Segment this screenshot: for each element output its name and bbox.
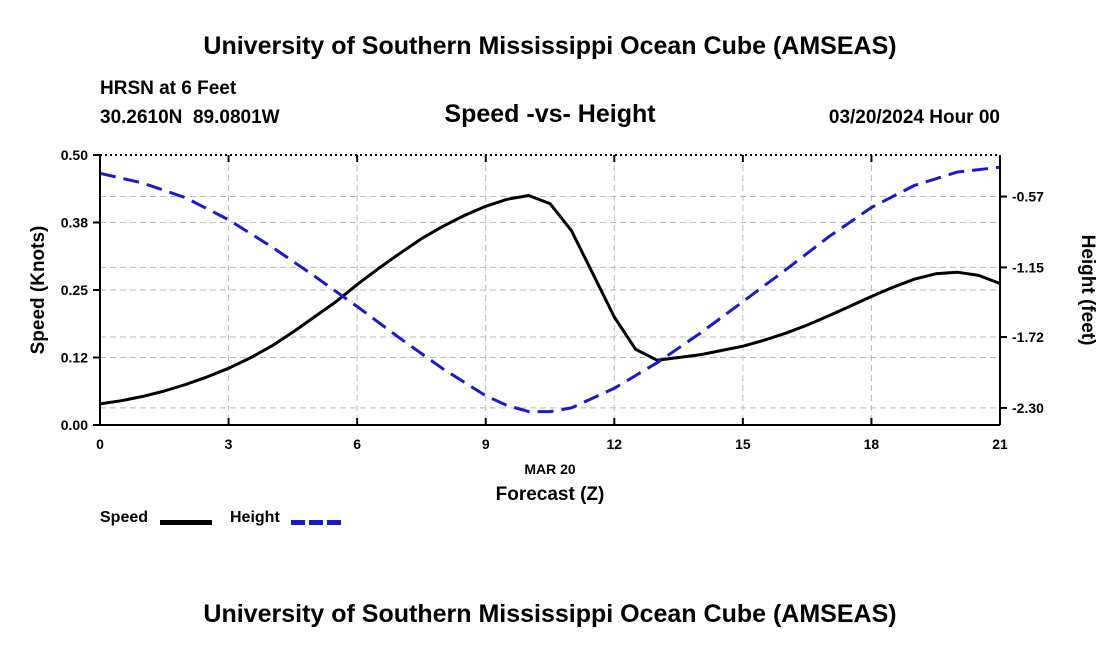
y-tick-label: 0.12 xyxy=(61,350,88,366)
y2-tick-label: -1.15 xyxy=(1012,259,1044,275)
legend-height-label: Height xyxy=(230,509,280,526)
y2-tick-label: -0.57 xyxy=(1012,189,1044,205)
page-title: University of Southern Mississippi Ocean… xyxy=(203,32,897,60)
height-series-line xyxy=(99,165,1001,414)
y-tick-label: 0.25 xyxy=(61,282,88,298)
plot-frame xyxy=(99,154,1001,426)
y-tick-label: 0.38 xyxy=(61,215,88,231)
chart-subtitle: Speed -vs- Height xyxy=(444,100,656,128)
series-lines xyxy=(99,165,1001,414)
forecast-datetime: 03/20/2024 Hour 00 xyxy=(828,107,1000,128)
y-tick-label: 0.50 xyxy=(61,147,88,163)
x-axis-label: Forecast (Z) xyxy=(496,484,605,505)
station-name: HRSN at 6 Feet xyxy=(100,78,237,99)
legend-speed-label: Speed xyxy=(100,509,149,526)
x-tick-label: 15 xyxy=(735,436,751,452)
y2-tick-label: -1.72 xyxy=(1012,329,1044,345)
grid-lines xyxy=(100,155,1000,425)
y2-axis-label: Height (feet) xyxy=(1077,235,1098,346)
x-tick-label: 18 xyxy=(864,436,880,452)
axis-ticks: 0 3 6 9 12 15 18 21 0.00 0.12 0.25 0.38 0.50 -0.57 -1.… xyxy=(61,147,1044,452)
station-coordinates: 30.2610N 89.0801W xyxy=(100,107,280,128)
y2-tick-label: -2.30 xyxy=(1012,400,1044,416)
y-tick-label: 0.00 xyxy=(61,417,88,433)
x-tick-label: 9 xyxy=(482,436,490,452)
speed-series-line xyxy=(99,194,1001,406)
footer-title: University of Southern Mississippi Ocean… xyxy=(203,600,897,628)
x-tick-label: 0 xyxy=(96,436,104,452)
x-tick-label: 6 xyxy=(353,436,361,452)
x-tick-label: 21 xyxy=(992,436,1008,452)
legend-speed-swatch xyxy=(160,520,212,525)
legend-height-swatch xyxy=(291,520,343,525)
speed-height-chart: 0 3 6 9 12 15 18 21 0.00 0.12 0.25 0.38 0.50 -0.57 -1.… xyxy=(28,147,1098,505)
x-tick-label: 12 xyxy=(606,436,622,452)
x-axis-date-label: MAR 20 xyxy=(524,461,576,477)
x-tick-label: 3 xyxy=(225,436,233,452)
y-axis-label: Speed (Knots) xyxy=(28,226,49,355)
